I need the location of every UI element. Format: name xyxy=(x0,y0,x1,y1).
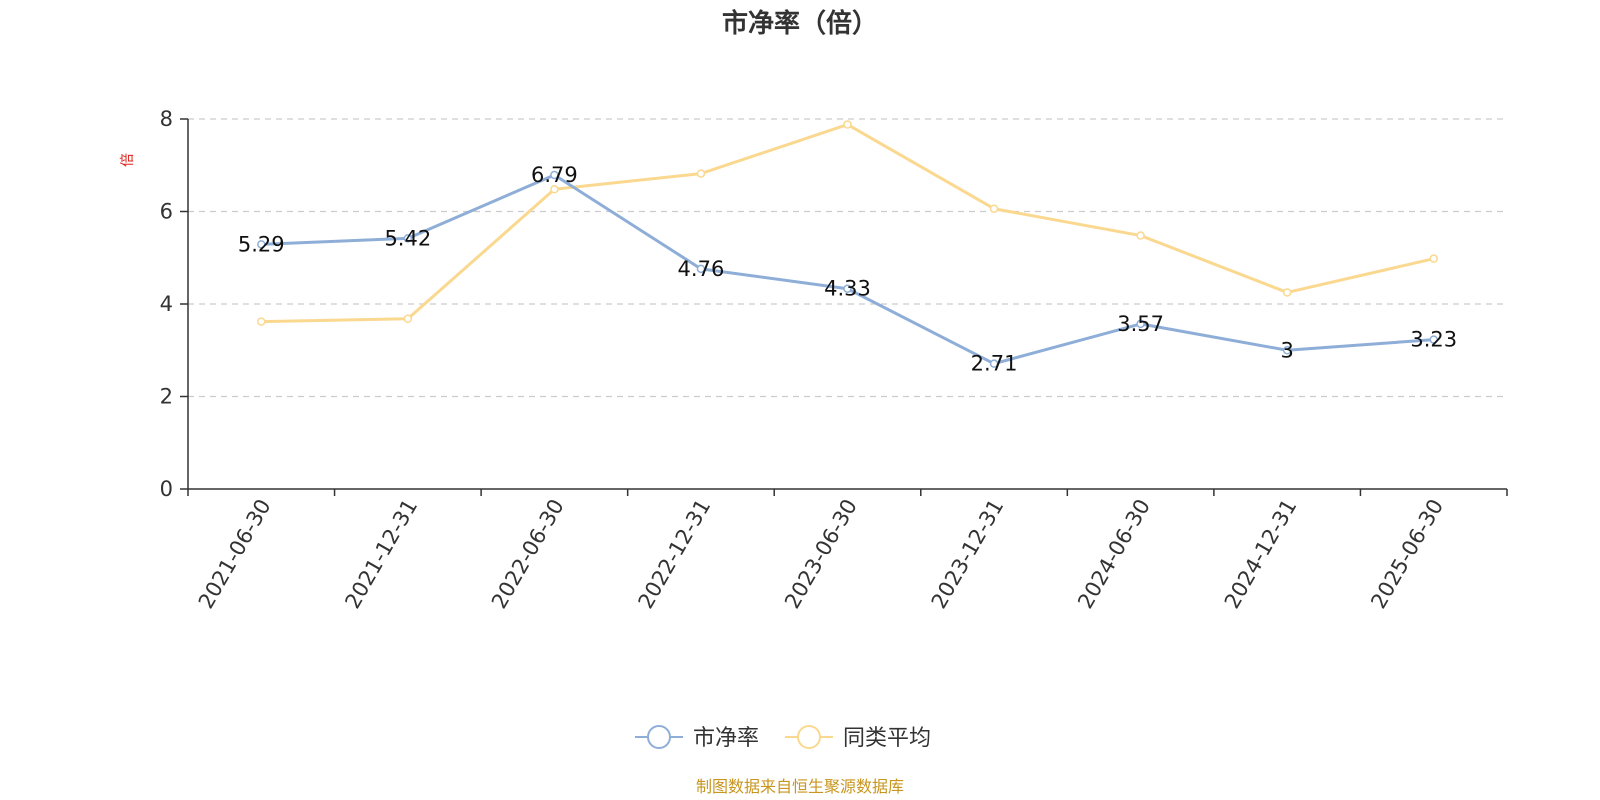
legend-marker-icon xyxy=(647,725,671,749)
axes: 0 2 4 6 8 2021-06-30 2021-12-31 2022-06-30 2022-… xyxy=(160,107,1508,613)
x-tick-label: 2025-06-30 xyxy=(1366,495,1448,613)
y-tick-label: 8 xyxy=(160,107,173,131)
legend-item-2[interactable]: 同类平均 xyxy=(785,725,931,751)
data-label: 4.76 xyxy=(678,257,725,281)
x-tick-label: 2021-12-31 xyxy=(340,495,422,613)
data-point[interactable] xyxy=(1282,346,1292,355)
series-1 xyxy=(257,170,1438,368)
y-tick-label: 4 xyxy=(160,292,173,316)
data-label: 3.57 xyxy=(1117,312,1164,336)
series-2 xyxy=(257,120,1438,326)
data-label: 6.79 xyxy=(531,163,578,187)
data-labels: 5.29 5.42 6.79 4.76 4.33 2.71 3.57 3 3.23 xyxy=(238,163,1457,376)
y-tick-label: 6 xyxy=(160,200,173,224)
data-point[interactable] xyxy=(1282,288,1292,297)
x-tick-label: 2022-12-31 xyxy=(634,495,716,613)
data-point[interactable] xyxy=(403,234,413,243)
data-point[interactable] xyxy=(696,169,706,178)
data-point[interactable] xyxy=(1429,254,1438,263)
x-tick-label: 2024-12-31 xyxy=(1220,495,1302,613)
x-tick-label: 2023-12-31 xyxy=(927,495,1009,613)
legend-item-1[interactable]: 市净率 xyxy=(635,725,759,751)
legend-label: 市净率 xyxy=(693,726,759,751)
series-layer xyxy=(257,120,1438,368)
data-label: 5.29 xyxy=(238,232,285,256)
data-label: 5.42 xyxy=(384,226,431,250)
x-tick-label: 2021-06-30 xyxy=(194,495,276,613)
data-point[interactable] xyxy=(257,240,266,249)
legend-marker-icon xyxy=(797,725,821,749)
legend[interactable]: 市净率 同类平均 xyxy=(635,725,931,751)
data-point[interactable] xyxy=(696,264,706,274)
data-label: 4.33 xyxy=(824,277,871,301)
source-note: 制图数据来自恒生聚源数据库 xyxy=(696,777,904,796)
x-tick-label: 2024-06-30 xyxy=(1073,495,1155,613)
data-point[interactable] xyxy=(843,284,852,293)
data-point[interactable] xyxy=(989,204,999,213)
data-label: 3.23 xyxy=(1410,328,1457,352)
data-label: 3 xyxy=(1280,338,1293,362)
data-point[interactable] xyxy=(550,170,559,180)
data-point[interactable] xyxy=(843,120,852,129)
data-point[interactable] xyxy=(550,185,559,194)
y-tick-label: 2 xyxy=(160,385,173,409)
data-point[interactable] xyxy=(1136,231,1145,240)
y-tick-label: 0 xyxy=(160,477,173,501)
grid-lines xyxy=(188,118,1507,398)
series-line xyxy=(261,173,1434,366)
data-point[interactable] xyxy=(1136,319,1145,329)
data-label: 2.71 xyxy=(971,352,1018,376)
legend-label: 同类平均 xyxy=(843,726,931,751)
x-tick-label: 2023-06-30 xyxy=(780,495,862,613)
x-tick-label: 2022-06-30 xyxy=(487,495,569,613)
data-point[interactable] xyxy=(257,317,266,326)
data-point[interactable] xyxy=(989,359,999,368)
data-point[interactable] xyxy=(1429,335,1438,344)
data-point[interactable] xyxy=(403,314,413,324)
y-axis-label: 倍 xyxy=(120,153,136,167)
chart-title: 市净率（倍） xyxy=(722,8,878,39)
